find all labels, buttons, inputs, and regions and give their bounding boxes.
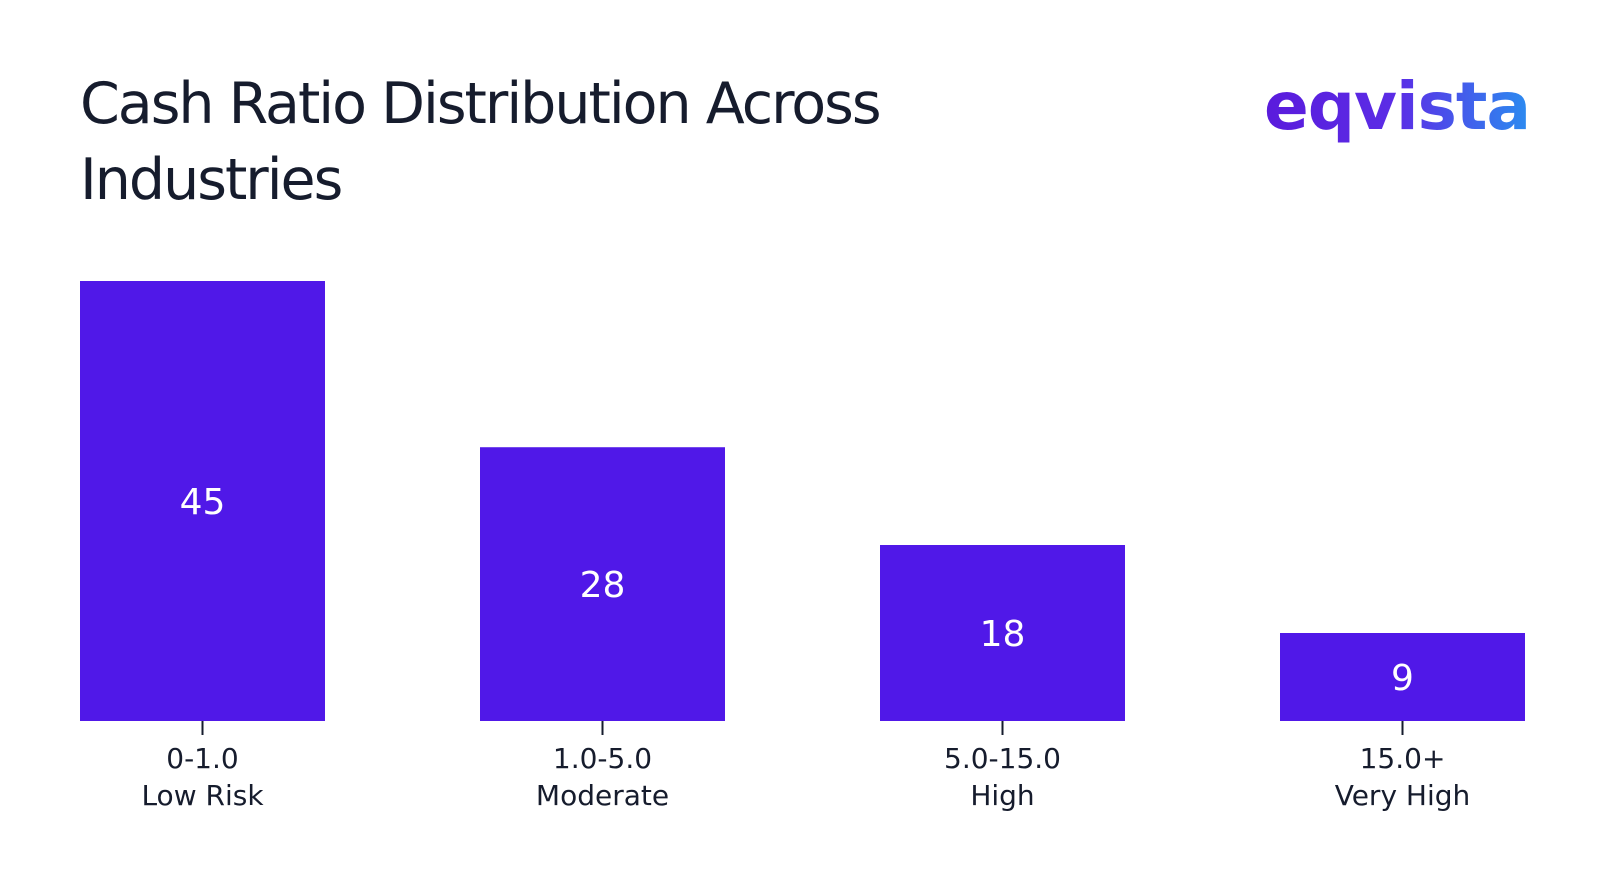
bar-value-label: 45 (180, 482, 226, 523)
x-tick-range: 0-1.0 (166, 742, 238, 775)
bar-3 (880, 545, 1125, 721)
x-tick-label: Moderate (536, 779, 669, 812)
x-tick-range: 1.0-5.0 (553, 742, 652, 775)
x-tick-range: 5.0-15.0 (944, 742, 1061, 775)
bar-value-label: 9 (1391, 658, 1414, 699)
bars-group: 45 28 18 9 (80, 281, 1525, 721)
chart-title: Cash Ratio Distribution Across Industrie… (80, 71, 882, 213)
bar-2 (480, 447, 725, 721)
x-tick-label: High (970, 779, 1034, 812)
eqvista-logo: eqvista (1263, 68, 1531, 145)
x-axis-ticks: 0-1.0 Low Risk 1.0-5.0 Moderate 5.0-15.0 High… (141, 721, 1470, 812)
bar-1 (80, 281, 325, 721)
bar-4 (1280, 633, 1525, 721)
x-tick-label: Low Risk (141, 779, 264, 812)
bar-value-label: 28 (580, 565, 626, 606)
x-tick-range: 15.0+ (1360, 742, 1446, 775)
x-tick-label: Very High (1335, 779, 1471, 812)
bar-value-label: 18 (980, 614, 1026, 655)
